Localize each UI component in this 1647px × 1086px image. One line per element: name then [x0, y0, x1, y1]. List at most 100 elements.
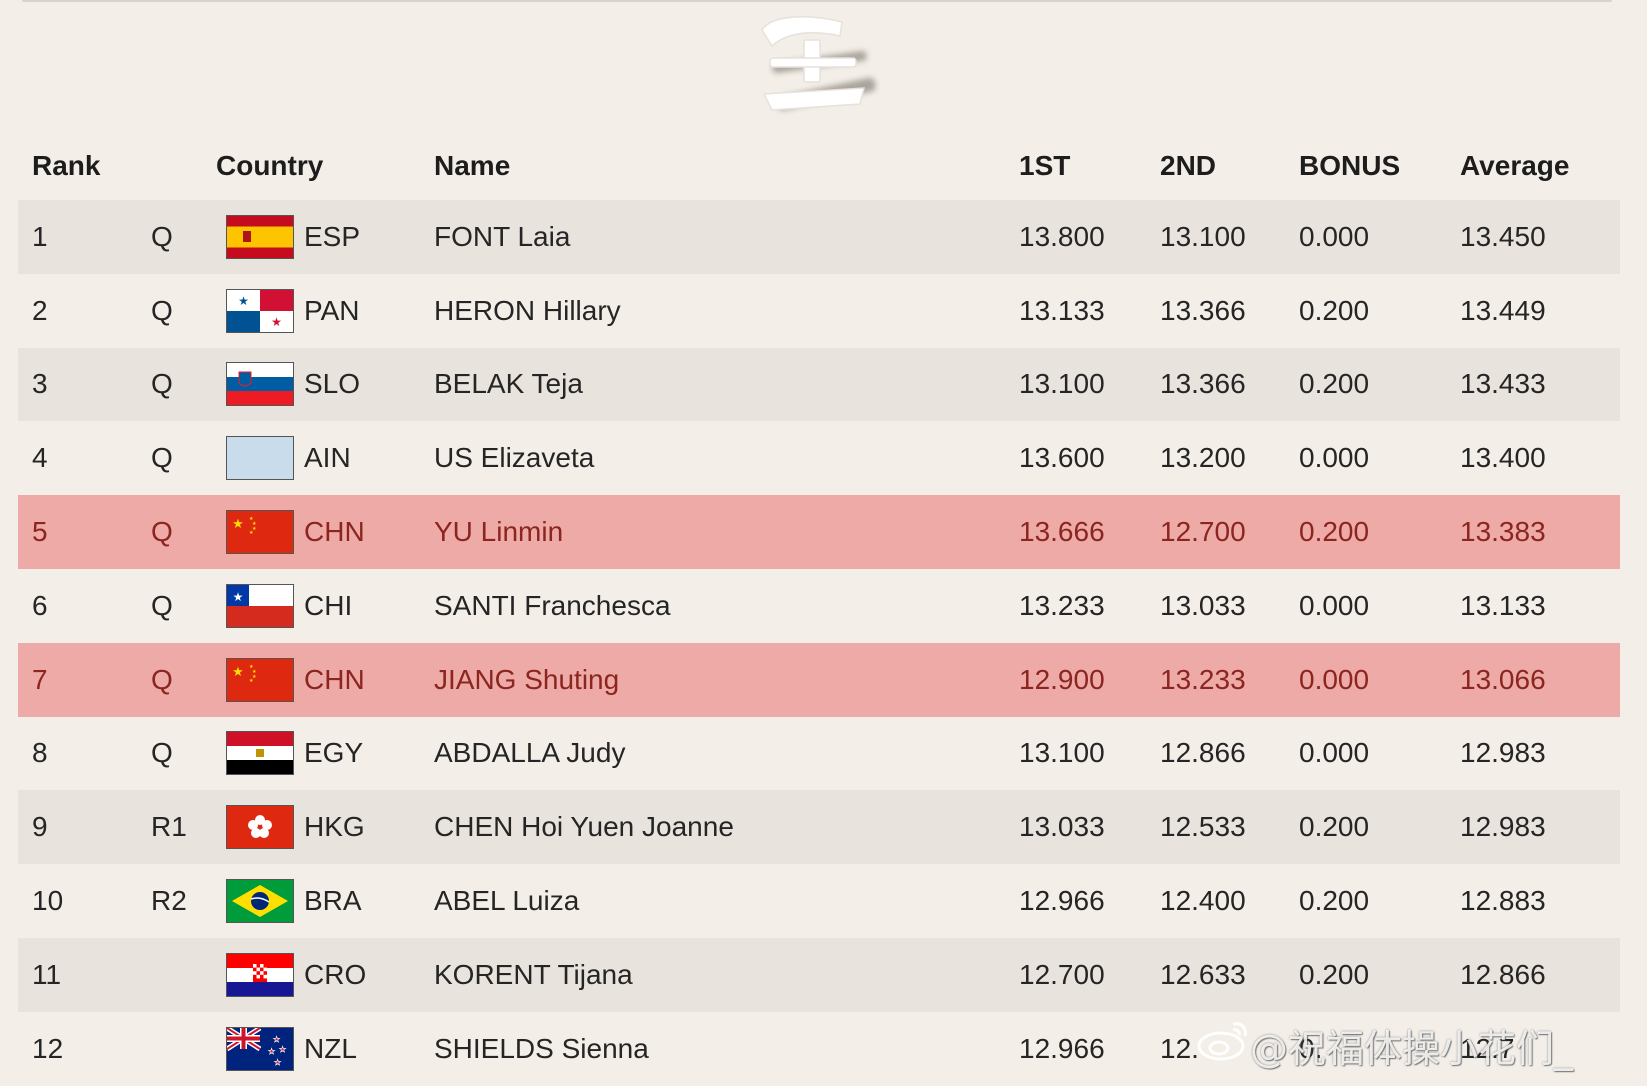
ain-flag-icon	[226, 436, 294, 481]
athlete-name-cell: CHEN Hoi Yuen Joanne	[434, 811, 734, 843]
qualification-cell: Q	[151, 589, 173, 621]
score-2nd-cell: 12.	[1160, 1032, 1199, 1064]
qualification-cell: Q	[151, 220, 173, 252]
table-row[interactable]: 4 Q AIN US Elizaveta 13.600 13.200 0.000 13.400	[18, 421, 1620, 495]
qualification-cell: Q	[151, 442, 173, 474]
table-row[interactable]: 10 R2 BRA ABEL Luiza 12.966 12.400 0.200 12.883	[18, 864, 1620, 938]
svg-text:★: ★	[273, 1035, 280, 1044]
athlete-name-cell: JIANG Shuting	[434, 663, 620, 695]
table-row[interactable]: 3 Q SLO BELAK Teja 13.100 13.366 0.200 13.433	[18, 347, 1620, 422]
rank-cell: 7	[32, 663, 48, 695]
athlete-name-cell: KORENT Tijana	[434, 958, 633, 990]
average-cell: 12.7	[1460, 1032, 1515, 1064]
average-cell: 13.449	[1460, 294, 1546, 326]
country-code-cell: NZL	[304, 1032, 357, 1064]
score-1st-cell: 13.100	[1019, 737, 1105, 769]
score-1st-cell: 13.033	[1019, 811, 1105, 843]
table-row[interactable]: 7 Q CHN JIANG Shuting 12.900 13.233 0.000 13.06…	[18, 642, 1620, 717]
athlete-name-cell: ABDALLA Judy	[434, 737, 626, 769]
qualification-cell: Q	[151, 368, 173, 400]
rank-cell: 9	[32, 811, 48, 843]
header-rank[interactable]: Rank	[32, 150, 101, 181]
rank-cell: 11	[32, 958, 62, 990]
spain-flag-icon	[226, 214, 294, 259]
croatia-flag-icon	[226, 952, 294, 997]
balance-beam-logo-icon	[761, 16, 876, 111]
score-1st-cell: 12.700	[1019, 958, 1105, 990]
svg-text:★: ★	[252, 526, 257, 532]
slovenia-flag-icon	[226, 362, 294, 407]
rank-cell: 3	[32, 368, 48, 400]
table-row[interactable]: 1 Q ESP FONT Laia 13.800 13.100 0.000 13.450	[18, 200, 1620, 274]
bonus-cell: 0.200	[1299, 811, 1370, 843]
table-row[interactable]: 2 Q PAN HERON Hillary 13.133 13.366 0.200 13.44…	[18, 274, 1620, 348]
bonus-cell: 0.000	[1299, 737, 1370, 769]
svg-text:★: ★	[279, 1045, 286, 1054]
average-cell: 13.383	[1460, 516, 1546, 548]
score-1st-cell: 12.966	[1019, 1032, 1105, 1064]
header-country[interactable]: Country	[216, 150, 324, 181]
bonus-cell: 0.200	[1299, 294, 1370, 326]
svg-text:★: ★	[232, 516, 244, 531]
rank-cell: 10	[32, 885, 64, 917]
country-code-cell: CHI	[304, 589, 353, 621]
country-code-cell: EGY	[304, 737, 364, 769]
bonus-cell: 0.000	[1299, 220, 1370, 252]
average-cell: 12.883	[1460, 885, 1546, 917]
bonus-cell: 0.000	[1299, 589, 1370, 621]
score-2nd-cell: 13.033	[1160, 589, 1246, 621]
score-1st-cell: 13.800	[1019, 220, 1105, 252]
score-2nd-cell: 12.633	[1160, 958, 1246, 990]
svg-text:★: ★	[268, 1047, 275, 1056]
average-cell: 12.983	[1460, 811, 1546, 843]
header-2nd[interactable]: 2ND	[1160, 150, 1217, 181]
country-code-cell: CHN	[304, 516, 365, 548]
new-zealand-flag-icon: ★ ★ ★ ★	[226, 1026, 294, 1071]
score-1st-cell: 12.966	[1019, 885, 1105, 917]
average-cell: 13.400	[1460, 442, 1546, 474]
country-code-cell: ESP	[304, 220, 361, 252]
table-row[interactable]: 9 R1 HKG CHEN Hoi Yuen Joanne 13.033 12.533 0.…	[18, 790, 1620, 865]
athlete-name-cell: YU Linmin	[434, 516, 564, 548]
svg-text:★: ★	[249, 678, 254, 684]
table-row[interactable]: 5 Q CHN YU Linmin 13.666 12.700 0.200 13.383 ★ ★ ★…	[18, 495, 1620, 569]
table-row[interactable]: 12 NZL SHIELDS Sienna 12.966 12. 0. 12.7 ★ ★ ★ ★	[18, 1012, 1620, 1086]
average-cell: 13.133	[1460, 589, 1546, 621]
table-header: Rank Country Name 1ST 2ND BONUS Average	[18, 132, 1620, 200]
score-2nd-cell: 13.366	[1160, 368, 1246, 400]
top-divider	[22, 0, 1612, 2]
country-code-cell: AIN	[304, 442, 351, 474]
rank-cell: 1	[32, 220, 48, 252]
table-row[interactable]: 6 Q CHI SANTI Franchesca 13.233 13.033 0.000 13…	[18, 569, 1620, 643]
header-average[interactable]: Average	[1460, 150, 1570, 181]
average-cell: 12.983	[1460, 737, 1546, 769]
average-cell: 12.866	[1460, 958, 1546, 990]
panama-flag-icon: ★ ★	[226, 288, 294, 333]
rank-cell: 12	[32, 1032, 64, 1064]
athlete-name-cell: HERON Hillary	[434, 294, 621, 326]
bonus-cell: 0.200	[1299, 885, 1370, 917]
table-row[interactable]: 11 CRO KORENT Tijana 12.700 12.633 0.200 12.86…	[18, 937, 1620, 1012]
watermark-text: @祝福体操小花们_	[1250, 1027, 1574, 1071]
score-1st-cell: 13.600	[1019, 442, 1105, 474]
china-flag-icon: ★ ★ ★ ★ ★	[226, 510, 294, 555]
athlete-name-cell: SANTI Franchesca	[434, 589, 671, 621]
average-cell: 13.066	[1460, 663, 1546, 695]
china-flag-icon: ★ ★ ★ ★ ★	[226, 657, 294, 702]
table-row[interactable]: 8 Q EGY ABDALLA Judy 13.100 12.866 0.000 12.983	[18, 717, 1620, 791]
brazil-flag-icon	[226, 879, 294, 924]
qualification-cell: R2	[151, 885, 187, 917]
athlete-name-cell: BELAK Teja	[434, 368, 583, 400]
header-bonus[interactable]: BONUS	[1299, 150, 1401, 181]
svg-text:★: ★	[274, 1058, 281, 1067]
score-1st-cell: 13.100	[1019, 368, 1105, 400]
qualification-cell: R1	[151, 811, 187, 843]
header-1st[interactable]: 1ST	[1019, 150, 1071, 181]
svg-text:★: ★	[249, 530, 254, 536]
rank-cell: 4	[32, 442, 48, 474]
header-name[interactable]: Name	[434, 150, 511, 181]
average-cell: 13.433	[1460, 368, 1546, 400]
score-2nd-cell: 12.700	[1160, 516, 1246, 548]
country-code-cell: HKG	[304, 811, 365, 843]
score-2nd-cell: 12.533	[1160, 811, 1246, 843]
